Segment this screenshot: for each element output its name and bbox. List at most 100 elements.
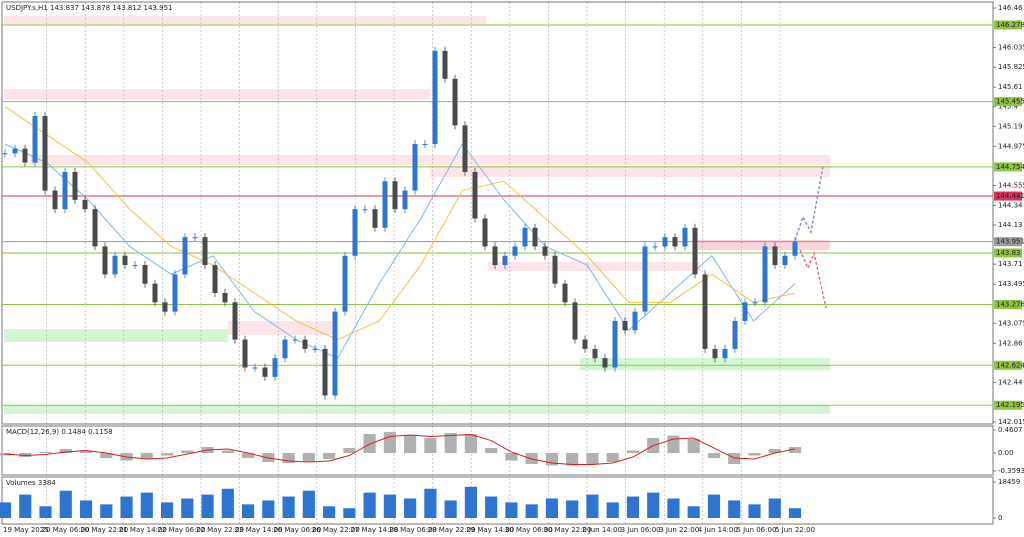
candle — [772, 246, 778, 266]
candle — [652, 246, 658, 248]
bar — [788, 508, 802, 518]
candle — [432, 50, 438, 144]
x-tick-label: 30 May 22:00 — [543, 526, 591, 534]
bar — [424, 438, 437, 454]
bar — [59, 449, 72, 454]
bar — [464, 486, 477, 518]
candle — [162, 302, 168, 312]
price-level-label: 143.276 — [996, 301, 1024, 309]
y-tick-label: 145.4 — [998, 103, 1019, 111]
bar — [100, 453, 113, 459]
bar — [748, 453, 761, 456]
bar — [768, 449, 781, 454]
bar — [383, 494, 396, 518]
chart-title: USDJPY.s,H1 143.837 143.878 143.812 143.… — [6, 4, 172, 12]
candle — [532, 227, 538, 247]
bar — [626, 496, 640, 518]
bar — [79, 500, 93, 518]
candle — [792, 241, 798, 256]
candle — [542, 246, 548, 256]
bar — [100, 504, 113, 518]
candle — [292, 339, 298, 341]
candle — [562, 283, 568, 303]
candle — [52, 190, 58, 210]
y-tick-label: 146.035 — [998, 44, 1024, 52]
candle — [452, 78, 458, 126]
demand-zone — [4, 405, 830, 414]
bar — [343, 448, 356, 454]
y-tick-label: 143.495 — [998, 280, 1024, 288]
price-level-tag — [994, 97, 1022, 107]
x-tick-label: 26 May 06:00 — [273, 526, 321, 534]
bar — [566, 453, 579, 466]
candle — [372, 209, 378, 228]
bar — [323, 453, 336, 460]
price-level-tag — [994, 360, 1022, 370]
candle — [572, 302, 578, 340]
bar — [282, 453, 295, 464]
x-tick-label: 3 Jun 22:00 — [659, 526, 699, 534]
bar — [242, 453, 255, 459]
price-level-tag — [994, 248, 1022, 258]
x-tick-label: 20 May 22:00 — [80, 526, 128, 534]
y-tick-label: 142.015 — [998, 418, 1024, 426]
bar — [707, 494, 721, 518]
x-tick-label: 22 May 06:00 — [157, 526, 205, 534]
candle — [492, 246, 498, 266]
bar — [343, 508, 356, 518]
candle — [682, 227, 688, 247]
price-level-label: 143.83 — [996, 249, 1021, 257]
moving-average — [4, 143, 796, 359]
price-level-label: 142.624 — [996, 361, 1024, 369]
bar — [79, 450, 93, 454]
candle — [502, 255, 508, 266]
bar — [140, 492, 153, 518]
candle — [442, 50, 448, 79]
y-tick-label: 145.19 — [998, 122, 1023, 130]
x-tick-label: 5 Jun 22:00 — [775, 526, 815, 534]
candle — [222, 293, 228, 303]
y-tick-label: 142.86 — [998, 339, 1023, 347]
price-level-label: 142.195 — [996, 401, 1024, 409]
candle — [752, 302, 758, 304]
bar — [221, 450, 234, 454]
bar — [0, 502, 12, 518]
candle — [382, 181, 388, 228]
moving-average — [4, 106, 796, 341]
bar — [626, 450, 640, 454]
bar — [505, 453, 518, 461]
candle — [662, 237, 668, 247]
candle — [82, 199, 88, 210]
x-tick-label: 28 May 06:00 — [389, 526, 437, 534]
frame — [1, 1, 994, 525]
supply-zone — [4, 16, 486, 24]
bar — [424, 488, 437, 518]
y-tick-label: 142.44 — [998, 378, 1023, 386]
candle — [392, 181, 398, 210]
candle — [32, 116, 38, 163]
bar — [667, 498, 680, 518]
forecast — [794, 165, 827, 309]
price-level-label: 144.441 — [996, 192, 1024, 200]
candle — [72, 171, 78, 200]
bar — [404, 435, 417, 454]
candle — [732, 320, 738, 349]
bar — [444, 433, 457, 454]
bar — [59, 490, 72, 518]
candle — [332, 311, 338, 396]
bar — [606, 453, 619, 463]
candle — [92, 209, 98, 247]
forecast-up — [794, 165, 824, 241]
supply-zone — [430, 166, 830, 177]
candle — [632, 311, 638, 331]
y-tick-label: 18459 — [998, 478, 1020, 486]
volume-title: Volumes 3384 — [6, 479, 56, 487]
bar — [221, 488, 234, 518]
bar — [363, 492, 376, 518]
candle — [642, 246, 648, 312]
candle — [112, 255, 118, 275]
bar — [505, 502, 518, 518]
y-tick-label: 145.61 — [998, 83, 1023, 91]
supply-zone — [488, 262, 700, 271]
